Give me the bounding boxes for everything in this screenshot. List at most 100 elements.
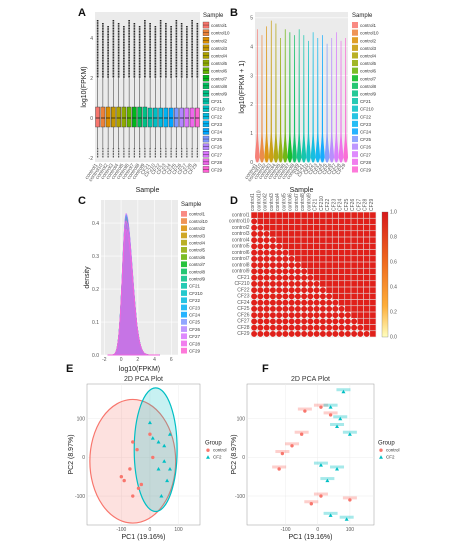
cell-circle [319,293,326,300]
cell-fill [276,218,282,225]
legend-item: CF22 [211,114,223,119]
legend-title: Sample [203,13,224,19]
cell-fill [363,224,370,231]
cell-circle [319,312,326,319]
cell-circle [269,280,276,287]
cell-circle [313,280,320,287]
legend-item: CF26 [211,145,223,150]
legend-item: CF24 [189,313,201,318]
cell-fill [351,274,357,281]
column-label: control2 [263,193,269,211]
cell-fill [351,212,357,218]
cell-circle [332,330,339,337]
cell-fill [307,243,314,250]
column-label: CF29 [369,199,375,211]
cell-fill [313,268,320,275]
cell-circle [257,230,264,237]
column-label: control8 [300,193,306,211]
cell-fill [357,268,364,275]
cell-fill [345,249,351,256]
colorbar [381,211,389,338]
cell-circle [307,299,314,306]
cell-fill [326,237,332,243]
x-tick-label: -100 [281,527,291,533]
cell-circle [301,324,308,331]
cell-circle [288,318,295,325]
violin [287,32,293,163]
legend-item: CF210 [360,107,374,112]
cell-fill [345,293,351,300]
cell-circle [313,324,320,331]
legend-key [181,297,187,304]
row-label: CF28 [237,325,249,331]
row-label: control8 [232,262,250,268]
row-label: control10 [229,219,250,225]
cell-fill [313,218,320,225]
cell-circle [294,287,301,294]
legend-item: CF22 [189,298,201,303]
cell-circle [294,324,301,331]
y-tick-label: -2 [89,156,94,162]
cell-circle [251,230,258,237]
cell-fill [370,256,376,262]
cell-circle [357,324,364,331]
cell-circle [294,312,301,319]
legend-item: control6 [360,69,377,74]
cell-fill [345,268,351,275]
cell-fill [370,268,376,275]
cell-fill [332,231,339,237]
point [159,494,164,498]
box [132,106,137,128]
row-label: control6 [232,250,250,256]
cell-circle [307,305,314,312]
cell-fill [351,287,357,293]
cell-fill [313,243,320,250]
cell-fill [357,237,364,243]
legend-item: CF210 [189,291,203,296]
violin-panel: 0 1 2 3 4 5 control1 control10 control2 control3 c… [239,12,379,194]
legend-item: CF28 [360,160,372,165]
cell-fill [276,231,282,237]
cell-fill [295,243,301,250]
legend-item: control8 [360,84,377,89]
cell-circle [351,330,358,337]
cell-circle [288,280,295,287]
cell-fill [332,287,339,293]
legend-item: CF2 [386,455,395,460]
y-tick-label: -100 [75,494,85,500]
cell-circle [338,312,345,319]
cell-circle [251,280,258,287]
cell-circle [319,318,326,325]
cell-fill [295,231,301,237]
box [111,106,116,128]
row-label: control3 [232,231,250,237]
legend-item: control3 [211,46,228,51]
legend-item: CF2 [213,455,222,460]
legend-item: control8 [211,84,228,89]
cell-fill [370,218,376,225]
cell-fill [351,262,357,268]
cell-circle [251,237,258,244]
cell-circle [282,324,289,331]
violin [343,37,348,163]
point [156,466,161,471]
cell-circle [288,255,295,262]
cell-circle [257,237,264,244]
point [131,494,135,498]
column-label: control10 [256,190,262,211]
legend-key [181,218,187,224]
cell-fill [326,281,332,287]
cell-fill [363,324,370,331]
cell-circle [313,312,320,319]
cell-fill [295,218,301,225]
cell-circle [251,255,258,262]
cell-fill [301,231,307,237]
cell-fill [363,299,370,306]
cell-fill [307,256,314,262]
cell-fill [357,218,364,225]
cell-circle [288,299,295,306]
legend-item: control7 [189,262,206,267]
cell-circle [276,249,283,256]
cell-fill [370,237,376,243]
cell-fill [332,281,339,287]
